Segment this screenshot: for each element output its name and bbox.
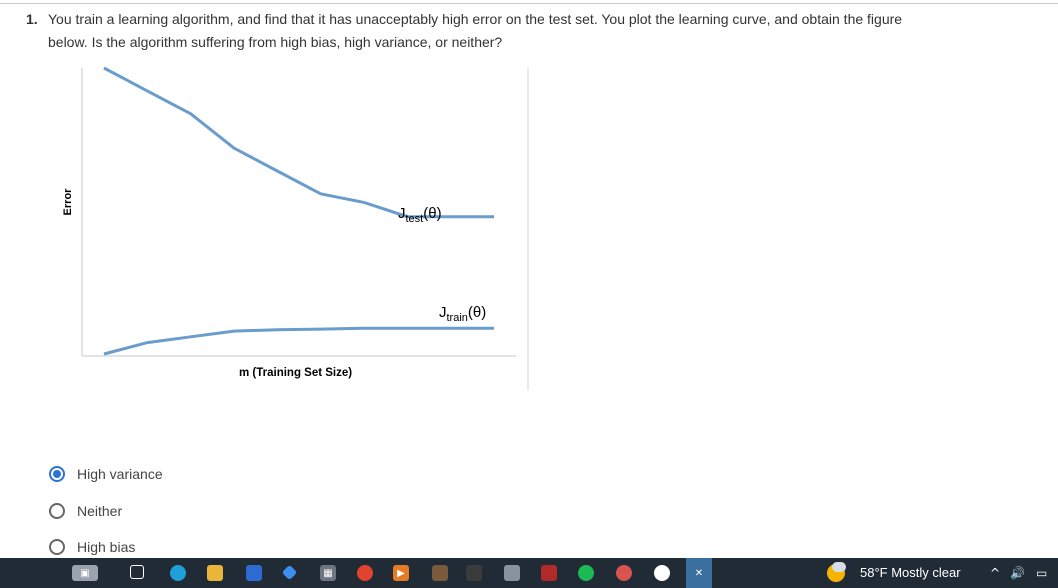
taskbar: ▣ ▦ ▶ ✕ 58°F Mostly clear ^ 🔊 ▭ <box>0 558 1058 588</box>
radio-neither[interactable] <box>49 502 65 519</box>
jtrain-label-sub: train <box>447 312 468 324</box>
learning-curve-figure: Jtest(θ) Jtrain(θ) m (Training Set Size)… <box>54 62 534 392</box>
option-high-bias[interactable]: High bias <box>49 529 163 566</box>
x-axis-label: m (Training Set Size) <box>239 367 352 379</box>
file-explorer-icon[interactable] <box>207 565 223 581</box>
store-icon[interactable] <box>246 565 262 581</box>
jtest-label: Jtest(θ) <box>398 205 442 225</box>
browser-icon[interactable] <box>616 565 632 581</box>
obs-icon[interactable] <box>654 565 670 581</box>
terminal-icon[interactable] <box>466 565 482 581</box>
game-icon[interactable] <box>432 565 448 581</box>
series-line-jtest <box>103 66 494 219</box>
calculator-icon[interactable]: ▦ <box>320 565 336 581</box>
photo-icon[interactable] <box>504 565 520 581</box>
task-view-icon[interactable] <box>130 565 144 579</box>
question-line-2: below. Is the algorithm suffering from h… <box>48 34 503 50</box>
question-line-1-text: You train a learning algorithm, and find… <box>48 11 903 27</box>
learning-curve-chart: Jtest(θ) Jtrain(θ) m (Training Set Size)… <box>62 66 529 390</box>
weather-text[interactable]: 58°F Mostly clear <box>860 565 961 580</box>
y-axis-label: Error <box>62 188 74 216</box>
weather-icon[interactable] <box>827 562 846 582</box>
jtrain-label-arg: (θ) <box>468 304 486 321</box>
question-text: 1. You train a learning algorithm, and fi… <box>26 8 1036 54</box>
vscode-icon[interactable]: ✕ <box>686 558 712 588</box>
option-label-high-bias: High bias <box>77 539 136 556</box>
jtrain-label: Jtrain(θ) <box>439 304 486 324</box>
chevron-up-icon[interactable]: ^ <box>990 566 1001 580</box>
app-icon[interactable] <box>281 564 298 581</box>
jtest-label-sub: test <box>406 213 424 225</box>
edge-icon[interactable] <box>170 565 186 581</box>
answer-options: High variance Neither High bias <box>49 456 163 566</box>
series-line-jtrain <box>103 326 494 356</box>
battery-icon[interactable]: ▭ <box>1036 566 1048 580</box>
option-label-high-variance: High variance <box>77 466 163 483</box>
jtrain-label-main: J <box>439 304 447 321</box>
question-line-1: 1. You train a learning algorithm, and fi… <box>26 8 1036 31</box>
volume-icon[interactable]: 🔊 <box>1010 566 1025 580</box>
jtest-label-arg: (θ) <box>423 205 441 222</box>
jtest-label-main: J <box>398 205 406 222</box>
radio-high-bias[interactable] <box>49 539 65 556</box>
option-label-neither: Neither <box>77 502 123 519</box>
option-neither[interactable]: Neither <box>49 493 163 530</box>
radio-high-variance[interactable] <box>49 466 65 483</box>
top-rule <box>0 3 1058 4</box>
spotify-icon[interactable] <box>578 565 594 581</box>
option-high-variance[interactable]: High variance <box>49 456 163 493</box>
question-number: 1. <box>26 11 38 27</box>
media-icon[interactable]: ▶ <box>393 565 409 581</box>
video-icon[interactable] <box>541 565 557 581</box>
camera-icon[interactable]: ▣ <box>72 565 98 581</box>
chrome-icon[interactable] <box>357 565 373 581</box>
